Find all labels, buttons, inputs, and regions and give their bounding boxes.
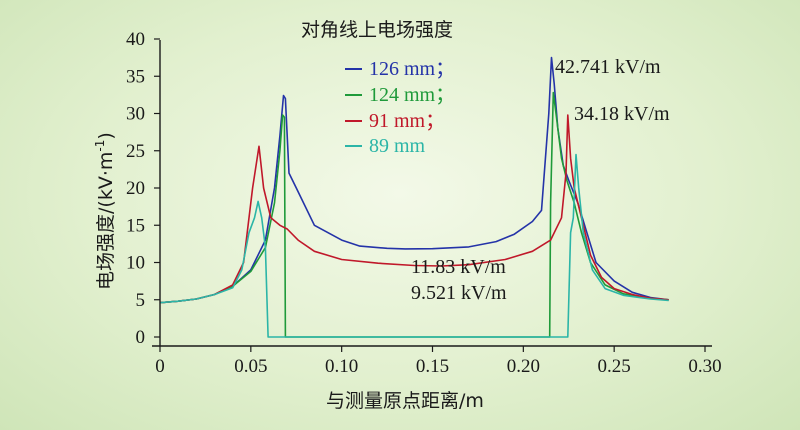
y-tick-label: 0 [136, 327, 146, 348]
y-tick-label: 40 [126, 29, 145, 50]
series-line-2 [159, 114, 669, 304]
y-ticks: 0 5 10 15 20 25 30 35 40 [126, 29, 160, 348]
annotation-peak-91mm: 34.18 kV/m [574, 103, 670, 125]
x-tick-label: 0.25 [598, 356, 631, 377]
legend: 126 mm； 124 mm； 91 mm； 89 mm [345, 58, 455, 157]
y-tick-label: 35 [126, 66, 145, 87]
y-tick-label: 10 [126, 253, 145, 274]
x-ticks: 0 0.05 0.10 0.15 0.20 0.25 0.30 [155, 346, 722, 377]
x-tick-label: 0 [155, 356, 165, 377]
y-axis-title-exponent: -1 [93, 140, 107, 152]
x-tick-label: 0.10 [325, 356, 358, 377]
series-line-3 [159, 153, 669, 338]
y-tick-label: 30 [126, 104, 145, 125]
legend-label-126mm: 126 mm； [369, 58, 455, 80]
legend-label-89mm: 89 mm [369, 135, 426, 157]
y-tick-label: 20 [126, 178, 145, 199]
x-tick-label: 0.30 [688, 356, 721, 377]
annotation-peak-126mm: 42.741 kV/m [555, 56, 661, 78]
y-tick-label: 15 [126, 215, 145, 236]
x-tick-label: 0.20 [507, 356, 540, 377]
x-tick-label: 0.05 [234, 356, 267, 377]
annotation-min-126mm: 11.83 kV/m [411, 256, 506, 278]
y-axis-title-close: ) [95, 132, 117, 139]
x-tick-label: 0.15 [416, 356, 449, 377]
annotation-min-91mm: 9.521 kV/m [411, 282, 507, 304]
y-tick-label: 25 [126, 141, 145, 162]
x-axis-title: 与测量原点距离/m [326, 390, 484, 412]
chart-title: 对角线上电场强度 [301, 19, 453, 41]
y-axis-title: 电场强度/(kV·m-1) [93, 132, 117, 290]
legend-label-91mm: 91 mm； [369, 110, 445, 132]
legend-label-124mm: 124 mm； [369, 84, 455, 106]
y-axis-title-main: 电场强度/(kV·m [95, 152, 117, 290]
series-layer [159, 56, 669, 338]
y-tick-label: 5 [136, 290, 146, 311]
